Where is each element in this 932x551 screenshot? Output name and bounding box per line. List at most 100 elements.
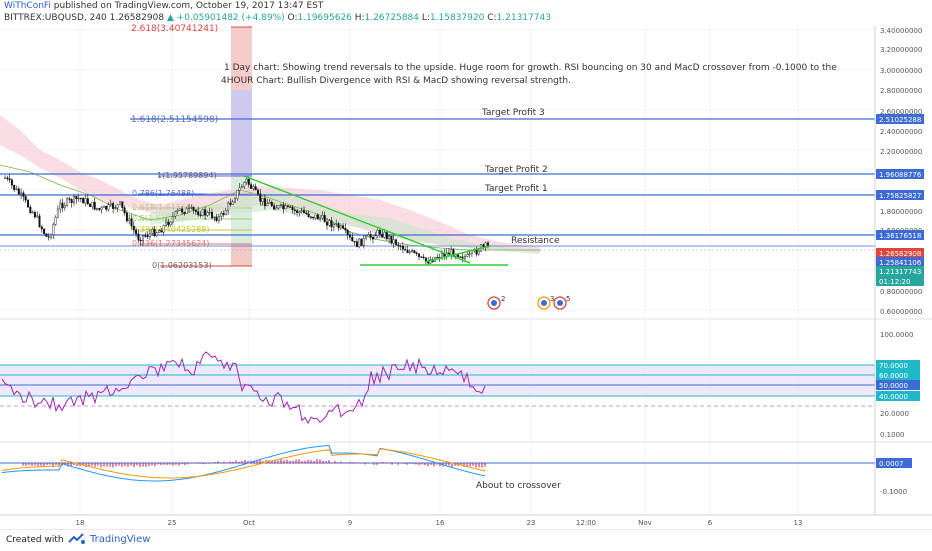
candle	[121, 201, 124, 211]
candlesticks[interactable]	[3, 174, 490, 266]
macd-bar	[202, 463, 204, 465]
candle	[372, 235, 375, 244]
symbol-line: BITTREX:UBQUSD, 240 1.26582908 ▲ +0.0590…	[4, 13, 551, 23]
macd-bar	[145, 463, 147, 467]
macd-bar	[214, 462, 216, 464]
price-badge: 1.26582908	[876, 248, 924, 258]
rsi-panel[interactable]	[0, 318, 932, 425]
candle	[362, 235, 365, 249]
macd-bar	[460, 463, 462, 466]
candle	[84, 195, 87, 207]
candle	[245, 177, 248, 185]
macd-tick: 0.1000	[880, 431, 905, 439]
macd-bar	[484, 463, 486, 467]
falling-wedge[interactable]	[243, 175, 508, 266]
candle	[10, 178, 13, 190]
macd-bar	[211, 462, 213, 464]
macd-bar	[370, 462, 372, 464]
price-tick: 0.60000000	[880, 308, 922, 316]
price-chart[interactable]: 2.618(3.40741241) 1.618(2.51154598) 1(1.…	[0, 0, 932, 529]
rsi-line	[1, 351, 486, 425]
candle	[367, 232, 370, 237]
candle	[291, 205, 294, 214]
macd-bar	[481, 463, 483, 468]
close-value: 1.21317743	[496, 13, 551, 23]
candle	[190, 204, 193, 210]
macd-bar	[253, 460, 255, 464]
macd-bar	[163, 463, 165, 465]
time-tick: Nov	[638, 519, 652, 527]
candle	[146, 231, 149, 240]
macd-bar	[205, 463, 207, 464]
candle	[436, 253, 439, 259]
macd-bar	[274, 460, 276, 464]
rsi-badge: 70.0000	[876, 360, 920, 370]
candle	[38, 213, 41, 228]
candle	[137, 229, 140, 243]
candle	[197, 206, 200, 217]
svg-text:01:12:20: 01:12:20	[879, 278, 910, 286]
macd-bar	[421, 463, 423, 465]
candle	[385, 230, 388, 241]
candle	[204, 206, 207, 221]
macd-bar	[361, 462, 363, 464]
candle	[24, 194, 27, 203]
candle	[250, 182, 253, 190]
candle	[335, 219, 338, 228]
macd-bar	[85, 463, 87, 467]
target-profit-2-label: Target Profit 2	[484, 165, 548, 175]
macd-bar	[247, 460, 249, 464]
ichimoku-cloud	[0, 115, 540, 254]
candle	[413, 249, 416, 254]
macd-panel[interactable]: About to crossover	[0, 441, 932, 491]
candle	[201, 208, 204, 217]
macd-bar	[373, 463, 375, 465]
fib-retracement-zone[interactable]: 2.618(3.40741241) 1.618(2.51154598) 1(1.…	[130, 24, 875, 270]
macd-bar	[316, 459, 318, 464]
candle	[135, 227, 138, 238]
svg-text:2.51025288: 2.51025288	[879, 116, 921, 124]
candle	[399, 244, 402, 251]
macd-bar	[244, 460, 246, 464]
macd-bar	[94, 463, 96, 467]
candle	[360, 238, 363, 246]
macd-bar	[328, 460, 330, 464]
macd-bar	[463, 463, 465, 467]
rsi-badge: 60.0000	[876, 370, 920, 380]
candle	[312, 216, 315, 221]
tradingview-link[interactable]: TradingView	[90, 534, 151, 545]
fib-label-0236: 0.236(1.27345624)	[132, 239, 210, 248]
candle	[319, 215, 322, 222]
macd-bar	[37, 463, 39, 467]
svg-text:60.0000: 60.0000	[879, 372, 908, 380]
macd-bar	[226, 462, 228, 464]
macd-bar	[82, 463, 84, 466]
candle	[22, 190, 25, 202]
candle	[130, 214, 133, 230]
candle	[314, 214, 317, 221]
target-lines[interactable]: Target Profit 3 Target Profit 2 Target P…	[0, 108, 875, 251]
macd-bar	[307, 459, 309, 464]
macd-bar	[415, 463, 417, 465]
macd-bar	[223, 461, 225, 464]
candle	[355, 238, 358, 248]
macd-bar	[229, 461, 231, 464]
time-axis[interactable]: 18 25 Oct 9 16 23 12:00 Nov 6 13	[0, 514, 932, 527]
candle	[369, 231, 372, 241]
candle	[40, 224, 43, 233]
rsi-tick: 100.0000	[880, 331, 913, 339]
macd-bar	[178, 463, 180, 466]
candle	[346, 228, 349, 240]
event-markers[interactable]: 2 3 5	[487, 295, 570, 310]
macd-bar	[397, 463, 399, 465]
price-axis[interactable]: 3.40000000 3.20000000 3.00000000 2.80000000…	[874, 25, 924, 515]
candle	[36, 211, 39, 219]
macd-bar	[379, 463, 381, 464]
note-line-2: 4HOUR Chart: Bullish Divergence with RSI…	[221, 76, 571, 86]
candle	[259, 189, 262, 206]
candle	[174, 210, 177, 219]
author-name[interactable]: WiThConFi	[4, 1, 51, 11]
macd-bar	[106, 463, 108, 467]
macd-histogram	[22, 459, 486, 468]
candle	[305, 210, 308, 215]
